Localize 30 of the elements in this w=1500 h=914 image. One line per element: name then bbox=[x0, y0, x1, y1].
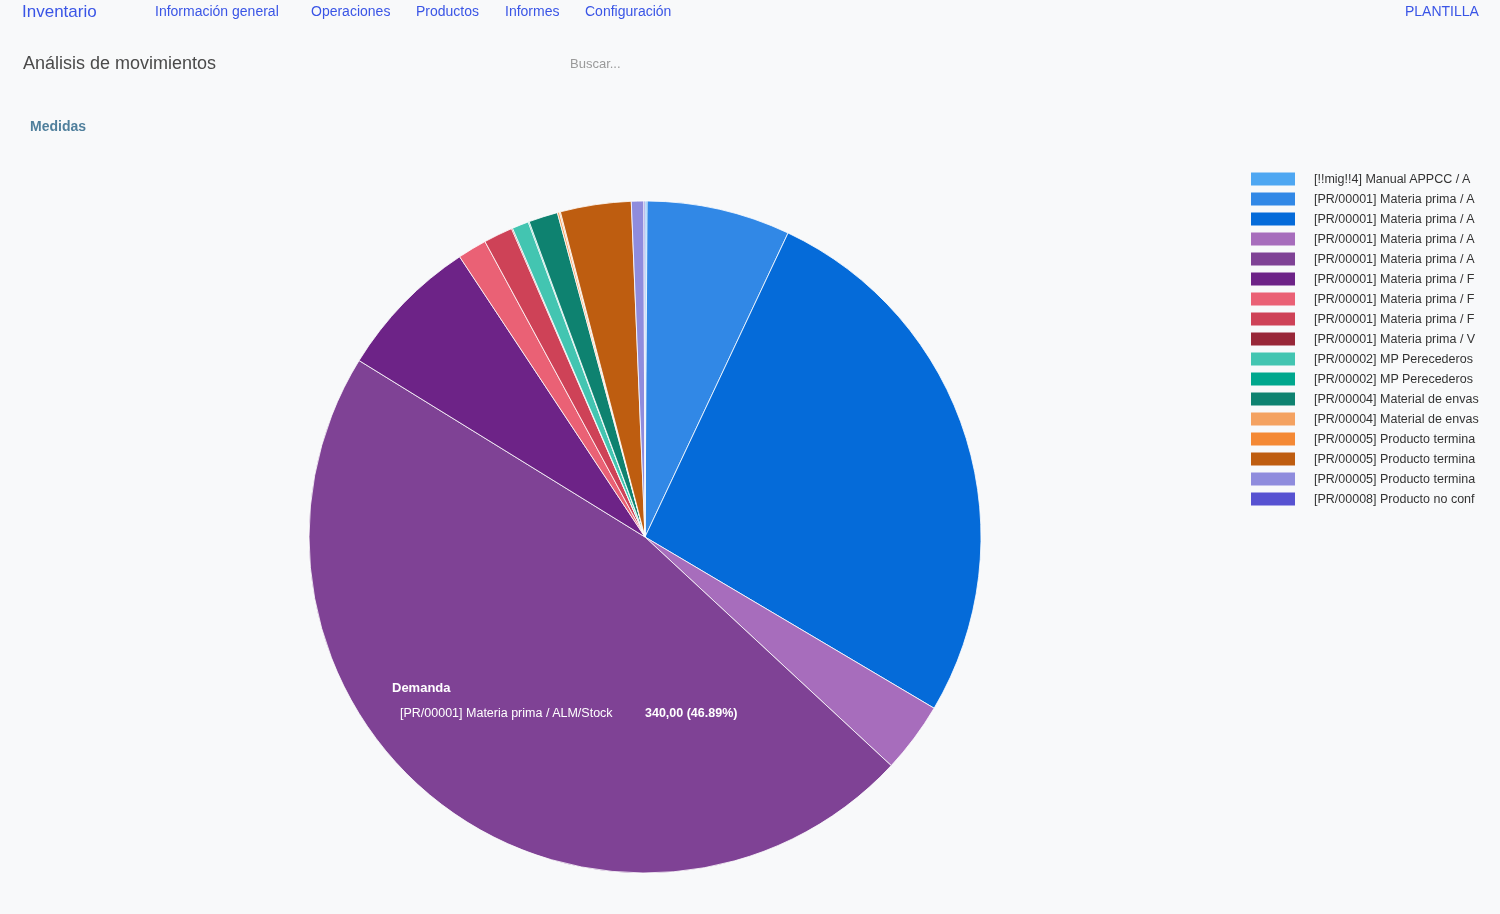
text: Análisis de movimientos bbox=[23, 53, 217, 73]
text: Productos bbox=[416, 3, 480, 19]
text: Buscar... bbox=[570, 56, 621, 71]
legend-label: [PR/00001] Materia prima / F bbox=[1314, 312, 1475, 326]
text: Configuración bbox=[585, 3, 672, 19]
text: 340,00 (46.89%) bbox=[645, 706, 738, 720]
text: Medidas bbox=[30, 118, 87, 134]
text: PLANTILLA bbox=[1405, 3, 1480, 19]
legend-label: [PR/00002] MP Perecederos bbox=[1314, 352, 1473, 366]
legend-label: [PR/00004] Material de envas bbox=[1314, 392, 1479, 406]
legend-label: [PR/00001] Materia prima / A bbox=[1314, 212, 1476, 226]
legend-label: [PR/00008] Producto no conf bbox=[1314, 492, 1476, 506]
legend-label: [PR/00005] Producto termina bbox=[1314, 452, 1476, 466]
legend-label: [PR/00001] Materia prima / A bbox=[1314, 232, 1476, 246]
legend-label: [PR/00001] Materia prima / F bbox=[1314, 272, 1475, 286]
legend-label: [PR/00005] Producto termina bbox=[1314, 432, 1476, 446]
text: Informes bbox=[505, 3, 560, 19]
text: Inventario bbox=[22, 2, 97, 21]
legend-label: [PR/00001] Materia prima / V bbox=[1314, 332, 1476, 346]
text: Información general bbox=[155, 3, 279, 19]
text: Operaciones bbox=[311, 3, 391, 19]
legend-label: [PR/00005] Producto termina bbox=[1314, 472, 1476, 486]
legend-label: [!!mig!!4] Manual APPCC / A bbox=[1314, 172, 1471, 186]
legend-label: [PR/00001] Materia prima / F bbox=[1314, 292, 1475, 306]
legend-label: [PR/00001] Materia prima / A bbox=[1314, 192, 1476, 206]
legend-label: [PR/00001] Materia prima / A bbox=[1314, 252, 1476, 266]
legend-label: [PR/00004] Material de envas bbox=[1314, 412, 1479, 426]
text: [PR/00001] Materia prima / ALM/Stock bbox=[400, 706, 614, 720]
legend-label: [PR/00002] MP Perecederos bbox=[1314, 372, 1473, 386]
text: Demanda bbox=[392, 680, 452, 695]
